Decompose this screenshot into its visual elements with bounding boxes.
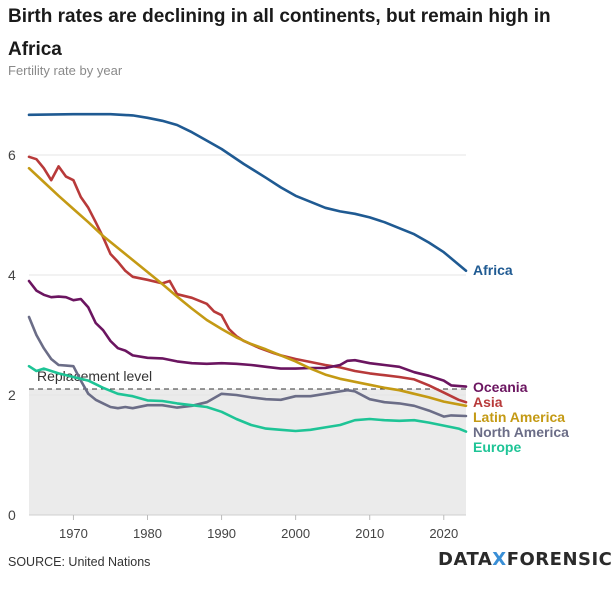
series-line-asia	[27, 155, 468, 404]
series-label-oceania: Oceania	[473, 379, 528, 395]
x-tick-label: 2020	[429, 526, 458, 541]
series-label-europe: Europe	[473, 439, 521, 455]
series-label-north-america: North America	[473, 424, 569, 440]
source-note: SOURCE: United Nations	[8, 555, 151, 569]
x-tick-label: 1970	[59, 526, 88, 541]
brand-mark: X	[492, 549, 507, 570]
series-label-latin-america: Latin America	[473, 409, 565, 425]
series-line-europe	[27, 364, 468, 433]
series-line-north-america	[27, 315, 468, 418]
replacement-level-label: Replacement level	[37, 368, 152, 384]
below-replacement-area	[29, 389, 466, 515]
x-tick-label: 2010	[355, 526, 384, 541]
x-tick-label: 1990	[207, 526, 236, 541]
brand-left: DATA	[438, 549, 493, 570]
series-label-asia: Asia	[473, 394, 503, 410]
y-tick-label: 4	[8, 267, 16, 283]
series-line-oceania	[27, 279, 468, 388]
x-tick-label: 2000	[281, 526, 310, 541]
series-line-latin-america	[27, 166, 468, 408]
series-line-africa	[27, 112, 468, 273]
chart-title: Birth rates are declining in all contine…	[8, 6, 551, 60]
y-tick-label: 0	[8, 507, 16, 523]
y-tick-label: 2	[8, 387, 16, 403]
x-tick-label: 1980	[133, 526, 162, 541]
y-tick-label: 6	[8, 147, 16, 163]
brand-right: FORENSICS	[506, 549, 612, 570]
chart-subtitle: Fertility rate by year	[8, 63, 123, 78]
brand-logo: DATAXFORENSICS	[438, 549, 612, 570]
series-label-africa: Africa	[473, 262, 513, 278]
